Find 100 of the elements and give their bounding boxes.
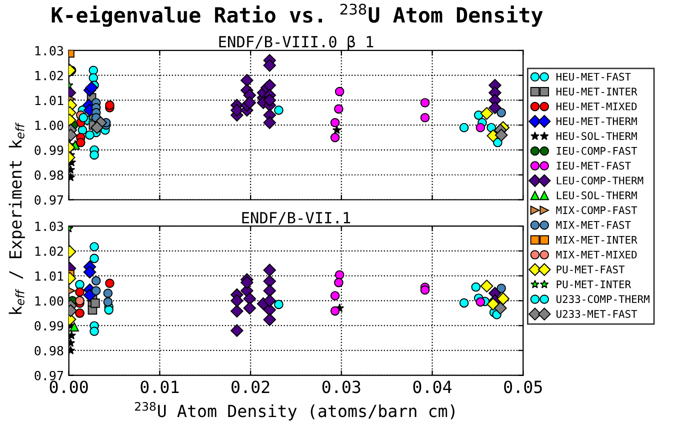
legend-label: U233-COMP-THERM: [556, 295, 650, 304]
point: [75, 280, 84, 290]
y-axis-title: k$_{eff}$ / Experiment k$_{eff}$: [8, 122, 25, 314]
point: [75, 287, 84, 297]
legend-label: MIX-MET-MIXED: [556, 250, 637, 258]
legend-label: HEU-MET-INTER: [556, 88, 638, 96]
point: [85, 130, 94, 140]
y-tick-label: 1.02: [35, 246, 63, 256]
point: [496, 284, 506, 293]
y-tick-label: 0.98: [34, 170, 64, 180]
point: [420, 113, 430, 122]
point: [90, 326, 99, 336]
point: [243, 302, 256, 315]
point: [68, 330, 76, 340]
point: [105, 278, 114, 288]
point: [103, 297, 113, 307]
y-tick-label: 0.98: [34, 346, 64, 356]
point: [420, 285, 430, 295]
x-tick-label: 0.01: [140, 380, 179, 394]
point: [68, 338, 76, 347]
y-tick-label: 0.97: [34, 195, 64, 205]
point: [330, 291, 340, 300]
point: [90, 121, 104, 134]
point: [85, 81, 98, 94]
point: [334, 278, 344, 288]
point: [494, 128, 508, 142]
y-tick-label: 1.00: [35, 120, 64, 130]
legend-label: HEU-SOL-THERM: [556, 132, 637, 140]
point: [230, 324, 244, 337]
point: [240, 74, 254, 87]
point: [330, 132, 340, 142]
point: [476, 297, 486, 307]
point: [240, 276, 254, 289]
point: [90, 298, 100, 308]
point: [334, 104, 344, 114]
y-tick-label: 1.01: [35, 271, 64, 281]
legend-label: PU-MET-FAST: [556, 266, 625, 274]
point: [330, 306, 340, 316]
point: [105, 100, 114, 110]
x-tick-label: 0.05: [504, 380, 542, 394]
point: [91, 286, 101, 296]
legend-label: MIX-MET-INTER: [556, 236, 638, 244]
legend-label: IEU-COMP-FAST: [556, 146, 638, 155]
point: [420, 98, 430, 108]
point: [459, 122, 469, 132]
point: [88, 66, 98, 76]
y-tick-label: 0.99: [34, 321, 64, 331]
point: [274, 300, 284, 310]
legend-label: MIX-MET-FAST: [556, 221, 631, 229]
point: [471, 282, 481, 292]
y-tick-label: 0.97: [34, 370, 64, 380]
point: [104, 305, 114, 315]
legend-label: HEU-MET-MIXED: [556, 102, 637, 110]
point: [330, 118, 340, 128]
point: [263, 78, 276, 92]
point: [90, 242, 99, 252]
legend-label: HEU-MET-FAST: [556, 72, 631, 81]
point: [263, 313, 276, 326]
legend-label: U233-MET-FAST: [556, 310, 638, 318]
legend-label: PU-MET-INTER: [556, 280, 632, 288]
x-tick-label: 0.00: [50, 380, 88, 394]
point: [334, 86, 344, 96]
point: [230, 304, 244, 318]
x-tick-label: 0.03: [322, 380, 360, 394]
point: [263, 294, 276, 308]
point: [70, 322, 79, 332]
point: [334, 270, 344, 280]
point: [83, 288, 96, 302]
y-tick-label: 1.01: [35, 96, 64, 106]
x-axis-title: $^{238}$U Atom Density (atoms/barn cm): [135, 402, 454, 420]
point: [90, 150, 99, 160]
chart-title: K-eigenvalue Ratio vs. $^{238}$U Atom Density: [52, 4, 543, 27]
point: [78, 113, 88, 122]
point: [488, 101, 502, 114]
legend-label: LEU-COMP-THERM: [556, 176, 644, 184]
y-tick-label: 1.03: [35, 222, 64, 232]
point: [496, 108, 506, 118]
chart-subtitle: ENDF/B-VIII.0 β 1: [219, 36, 374, 50]
point: [263, 59, 276, 72]
legend-label: LEU-SOL-THERM: [556, 191, 637, 200]
point: [230, 104, 244, 117]
point: [459, 298, 469, 308]
point: [75, 296, 84, 306]
y-tick-label: 1.00: [35, 296, 64, 306]
point: [243, 292, 256, 306]
point: [83, 266, 96, 278]
point: [230, 294, 244, 308]
point: [90, 254, 99, 264]
x-tick-label: 0.02: [232, 380, 270, 394]
chart-title: ENDF/B-VII.1: [242, 212, 350, 225]
point: [68, 165, 76, 174]
legend-label: MIX-COMP-FAST: [556, 206, 638, 214]
point: [263, 116, 276, 130]
point: [243, 96, 256, 110]
point: [68, 346, 76, 354]
point: [263, 284, 276, 298]
y-tick-label: 1.02: [35, 70, 63, 80]
legend-label: HEU-MET-THERM: [556, 117, 637, 126]
point: [263, 264, 276, 276]
point: [76, 138, 86, 148]
